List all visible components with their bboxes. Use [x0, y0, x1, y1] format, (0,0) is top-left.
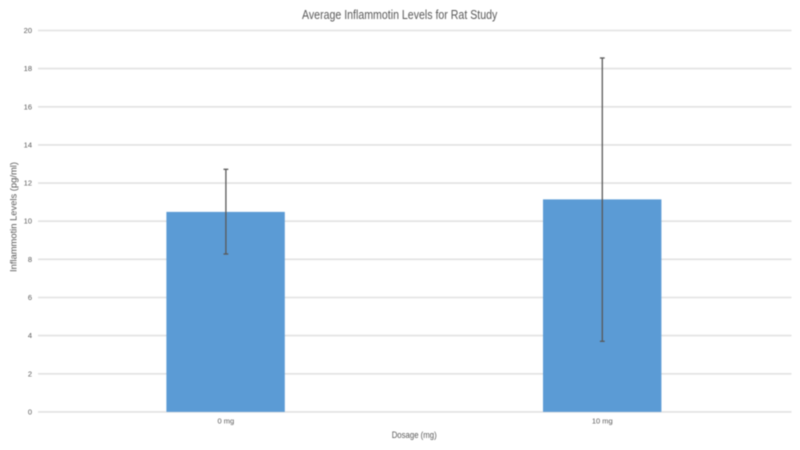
- svg-text:18: 18: [24, 64, 32, 73]
- svg-text:10: 10: [24, 217, 32, 226]
- svg-text:10 mg: 10 mg: [592, 416, 613, 425]
- svg-text:14: 14: [24, 140, 32, 149]
- svg-text:2: 2: [28, 369, 32, 378]
- svg-text:6: 6: [28, 293, 32, 302]
- svg-text:0 mg: 0 mg: [218, 416, 235, 425]
- svg-text:16: 16: [24, 102, 32, 111]
- svg-text:0: 0: [28, 407, 32, 416]
- svg-text:12: 12: [24, 179, 32, 188]
- svg-text:Dosage (mg): Dosage (mg): [392, 430, 437, 440]
- svg-text:20: 20: [24, 26, 32, 35]
- svg-text:Average Inflammotin Levels for: Average Inflammotin Levels for Rat Study: [302, 7, 498, 22]
- svg-text:Inflammotin Levels (pg/ml): Inflammotin Levels (pg/ml): [9, 162, 19, 272]
- svg-text:4: 4: [28, 331, 32, 340]
- svg-text:8: 8: [28, 255, 32, 264]
